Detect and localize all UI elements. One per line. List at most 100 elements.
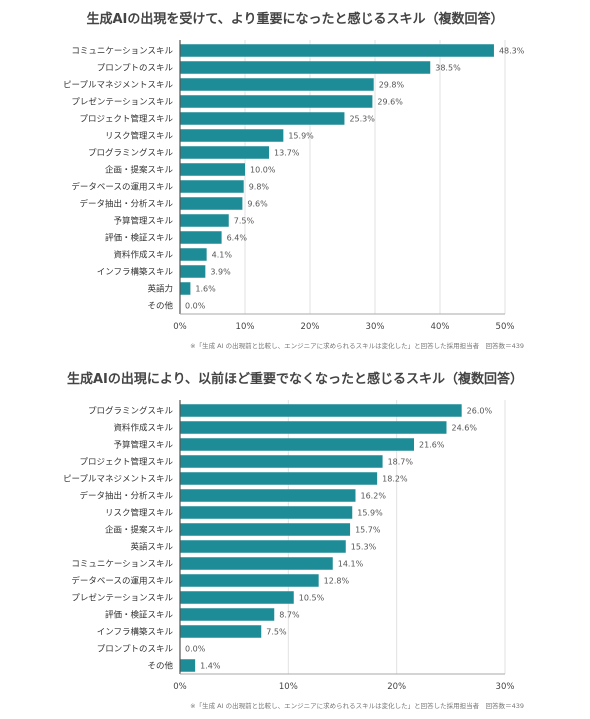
value-label: 1.4% bbox=[200, 662, 221, 671]
category-label: プログラミングスキル bbox=[88, 406, 174, 417]
bar bbox=[180, 248, 207, 261]
bar bbox=[180, 282, 191, 295]
bar bbox=[180, 78, 374, 91]
x-tick-label: 30% bbox=[496, 682, 515, 692]
category-label: ピープルマネジメントスキル bbox=[63, 475, 173, 485]
bar bbox=[180, 489, 356, 502]
bar bbox=[180, 180, 244, 193]
bar bbox=[180, 455, 383, 468]
bar bbox=[180, 214, 229, 227]
bar bbox=[180, 421, 447, 434]
value-label: 38.5% bbox=[435, 64, 461, 73]
category-label: データ抽出・分析スキル bbox=[79, 199, 173, 210]
category-label: 予算管理スキル bbox=[113, 440, 173, 451]
category-label: プロンプトのスキル bbox=[97, 645, 174, 655]
value-label: 13.7% bbox=[274, 149, 300, 158]
chart-2-note: ※「生成 AI の出現前と比較し、エンジニアに求められるスキルは変化した」と回答… bbox=[190, 702, 524, 710]
bar bbox=[180, 472, 378, 485]
value-label: 25.3% bbox=[349, 115, 375, 124]
value-label: 6.4% bbox=[227, 234, 248, 243]
bar bbox=[180, 265, 206, 278]
value-label: 9.8% bbox=[249, 183, 270, 192]
value-label: 21.6% bbox=[419, 441, 445, 450]
category-label: 評価・検証スキル bbox=[105, 233, 174, 244]
category-label: インフラ構築スキル bbox=[97, 627, 174, 638]
category-label: プレゼンテーションスキル bbox=[71, 593, 173, 604]
bar bbox=[180, 540, 346, 553]
x-tick-label: 0% bbox=[173, 682, 187, 692]
x-tick-label: 20% bbox=[387, 682, 406, 692]
value-label: 16.2% bbox=[361, 492, 387, 501]
category-label: インフラ構築スキル bbox=[97, 267, 174, 278]
bar bbox=[180, 574, 319, 587]
value-label: 24.6% bbox=[452, 424, 478, 433]
category-label: データ抽出・分析スキル bbox=[79, 491, 173, 502]
bar bbox=[180, 112, 345, 125]
value-label: 10.0% bbox=[250, 166, 276, 175]
category-label: コミュニケーションスキル bbox=[71, 47, 173, 57]
category-label: ピープルマネジメントスキル bbox=[63, 81, 173, 91]
value-label: 10.5% bbox=[299, 594, 325, 603]
category-label: その他 bbox=[147, 301, 173, 312]
category-label: リスク管理スキル bbox=[105, 508, 174, 519]
x-tick-label: 40% bbox=[431, 322, 450, 332]
category-label: データベースの運用スキル bbox=[71, 182, 173, 193]
value-label: 14.1% bbox=[338, 560, 364, 569]
bar bbox=[180, 197, 243, 210]
value-label: 48.3% bbox=[499, 47, 525, 56]
value-label: 18.7% bbox=[388, 458, 414, 467]
category-label: 資料作成スキル bbox=[113, 250, 173, 261]
bar bbox=[180, 95, 373, 108]
x-tick-label: 10% bbox=[279, 682, 298, 692]
bar bbox=[180, 557, 333, 570]
bar bbox=[180, 523, 351, 536]
x-tick-label: 0% bbox=[173, 322, 187, 332]
value-label: 7.5% bbox=[266, 628, 287, 637]
bar bbox=[180, 231, 222, 244]
value-label: 7.5% bbox=[234, 217, 255, 226]
value-label: 3.9% bbox=[210, 268, 231, 277]
chart-2-title: 生成AIの出現により、以前ほど重要でなくなったと感じるスキル（複数回答） bbox=[66, 372, 524, 387]
bar bbox=[180, 129, 284, 142]
category-label: 評価・検証スキル bbox=[105, 610, 174, 621]
value-label: 4.1% bbox=[212, 251, 233, 260]
category-label: 予算管理スキル bbox=[113, 216, 173, 227]
value-label: 15.3% bbox=[351, 543, 377, 552]
category-label: プロジェクト管理スキル bbox=[79, 114, 173, 125]
bar bbox=[180, 625, 262, 638]
category-label: データベースの運用スキル bbox=[71, 576, 173, 587]
value-label: 15.9% bbox=[357, 509, 383, 518]
bar bbox=[180, 404, 462, 417]
bar bbox=[180, 44, 494, 57]
bar bbox=[180, 438, 414, 451]
category-label: プログラミングスキル bbox=[88, 148, 174, 159]
bar bbox=[180, 659, 196, 672]
category-label: 企画・提案スキル bbox=[105, 525, 174, 536]
x-tick-label: 50% bbox=[496, 322, 515, 332]
bar bbox=[180, 608, 275, 621]
value-label: 18.2% bbox=[382, 475, 408, 484]
value-label: 0.0% bbox=[185, 302, 206, 311]
bar bbox=[180, 146, 270, 159]
value-label: 8.7% bbox=[279, 611, 300, 620]
bar bbox=[180, 591, 294, 604]
chart-1-title: 生成AIの出現を受けて、より重要になったと感じるスキル（複数回答） bbox=[86, 12, 504, 27]
bar bbox=[180, 163, 245, 176]
category-label: 企画・提案スキル bbox=[105, 165, 174, 176]
value-label: 29.6% bbox=[377, 98, 403, 107]
category-label: コミュニケーションスキル bbox=[71, 560, 173, 570]
category-label: プレゼンテーションスキル bbox=[71, 97, 173, 108]
category-label: 資料作成スキル bbox=[113, 423, 173, 434]
category-label: その他 bbox=[147, 661, 173, 672]
category-label: リスク管理スキル bbox=[105, 131, 174, 142]
value-label: 29.8% bbox=[379, 81, 405, 90]
value-label: 12.8% bbox=[324, 577, 350, 586]
bar bbox=[180, 506, 353, 519]
x-tick-label: 30% bbox=[366, 322, 385, 332]
chart-1-note: ※「生成 AI の出現前と比較し、エンジニアに求められるスキルは変化した」と回答… bbox=[190, 342, 524, 350]
x-tick-label: 10% bbox=[236, 322, 255, 332]
chart-2-plot: プログラミングスキル 26.0% 資料作成スキル 24.6% 予算管理スキル 21.6% プ… bbox=[63, 400, 515, 692]
value-label: 0.0% bbox=[185, 645, 206, 654]
x-tick-label: 20% bbox=[301, 322, 320, 332]
value-label: 15.9% bbox=[288, 132, 314, 141]
